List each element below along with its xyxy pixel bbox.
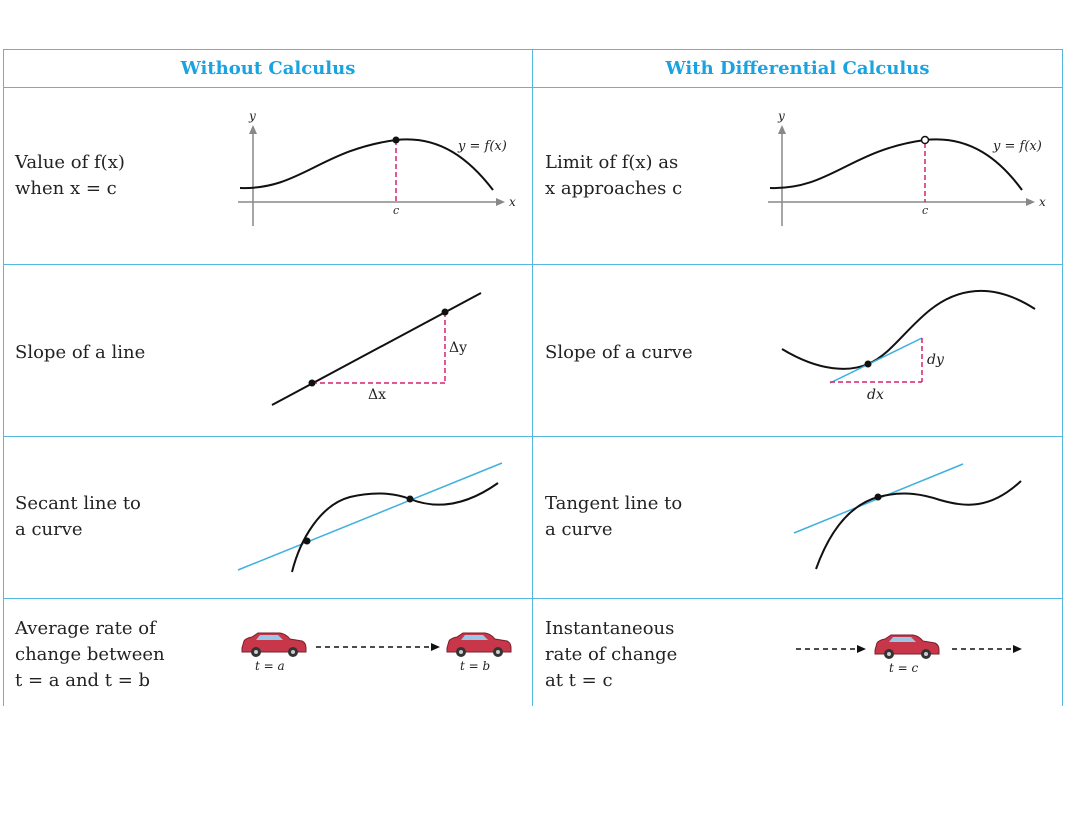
- y-axis-label: y: [248, 109, 256, 123]
- x-axis-label: x: [509, 195, 516, 209]
- secant-line: [237, 462, 503, 571]
- t-a-label: t = a: [255, 659, 285, 673]
- car-icon: [874, 634, 940, 659]
- label-line: Secant line to: [15, 493, 141, 514]
- point: [864, 360, 872, 368]
- x-axis-label: x: [1039, 195, 1046, 209]
- x-axis-arrow: [1026, 198, 1035, 206]
- curve-label: y = f(x): [457, 139, 507, 154]
- dy-label: dy: [927, 352, 945, 368]
- car-icon: [446, 632, 512, 657]
- arrow-head: [857, 645, 866, 653]
- curve: [781, 289, 1036, 370]
- curve-label: y = f(x): [992, 139, 1042, 154]
- label-line: at t = c: [545, 670, 613, 691]
- row4-right-label: Instantaneous rate of change at t = c: [545, 616, 677, 694]
- point: [308, 379, 316, 387]
- label-line: Instantaneous: [545, 618, 675, 639]
- delta-x-label: Δx: [368, 387, 386, 403]
- label-line: Slope of a line: [15, 342, 146, 363]
- label-line: when x = c: [15, 178, 117, 199]
- row1-left-label: Value of f(x) when x = c: [15, 150, 125, 202]
- car-icon: [241, 632, 307, 657]
- row3-right-label: Tangent line to a curve: [545, 491, 682, 543]
- label-line: Average rate of: [15, 618, 156, 639]
- x-axis-arrow: [496, 198, 505, 206]
- row4-left-label: Average rate of change between t = a and…: [15, 616, 165, 694]
- row3-left-label: Secant line to a curve: [15, 491, 141, 543]
- dx-label: dx: [867, 387, 884, 403]
- arrow-head: [431, 643, 440, 651]
- arrow-head: [1013, 645, 1022, 653]
- row1-right-label: Limit of f(x) as x approaches c: [545, 150, 682, 202]
- label-line: Slope of a curve: [545, 342, 693, 363]
- point: [874, 493, 882, 501]
- label-line: Tangent line to: [545, 493, 683, 514]
- point-c-label: c: [393, 204, 399, 217]
- tangent-segment: [829, 337, 923, 384]
- grid-line: [3, 49, 4, 706]
- label-line: a curve: [15, 519, 83, 540]
- row2-left-label: Slope of a line: [15, 340, 145, 366]
- header-with-differential-calculus: With Differential Calculus: [665, 57, 930, 79]
- curve: [769, 138, 1023, 191]
- label-line: change between: [15, 644, 165, 665]
- point: [303, 537, 311, 545]
- row2-right-label: Slope of a curve: [545, 340, 693, 366]
- y-axis-label: y: [777, 109, 785, 123]
- point: [441, 308, 449, 316]
- y-axis-arrow: [778, 125, 786, 134]
- point: [406, 495, 414, 503]
- label-line: Limit of f(x) as: [545, 152, 679, 173]
- t-c-label: t = c: [889, 661, 919, 675]
- grid-line: [3, 436, 1063, 437]
- grid-line: [3, 49, 1063, 50]
- curve: [815, 480, 1022, 570]
- label-line: rate of change: [545, 644, 678, 665]
- grid-line: [532, 49, 533, 706]
- grid-line: [3, 264, 1063, 265]
- label-line: t = a and t = b: [15, 670, 151, 691]
- t-b-label: t = b: [460, 659, 490, 673]
- label-line: x approaches c: [545, 178, 683, 199]
- grid-line: [1062, 49, 1063, 706]
- curve: [239, 138, 494, 191]
- open-point: [920, 135, 930, 145]
- header-without-calculus: Without Calculus: [180, 57, 356, 79]
- point: [392, 136, 400, 144]
- grid-line: [3, 87, 1063, 88]
- delta-y-label: Δy: [449, 340, 467, 356]
- y-axis-arrow: [249, 125, 257, 134]
- curve: [291, 482, 499, 573]
- label-line: Value of f(x): [15, 152, 125, 173]
- label-line: a curve: [545, 519, 613, 540]
- point-c-label: c: [922, 204, 928, 217]
- grid-line: [3, 598, 1063, 599]
